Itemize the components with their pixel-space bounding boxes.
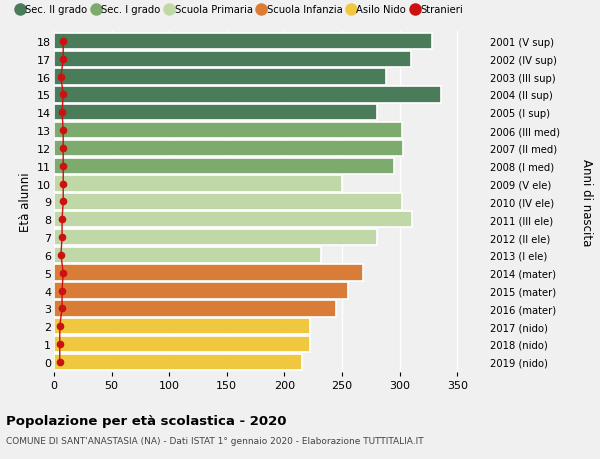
- Bar: [54, 318, 310, 335]
- Y-axis label: Età alunni: Età alunni: [19, 172, 32, 232]
- Bar: [54, 140, 403, 157]
- Bar: [54, 176, 342, 192]
- Y-axis label: Anni di nascita: Anni di nascita: [580, 158, 593, 246]
- Bar: [54, 301, 336, 317]
- Bar: [54, 34, 432, 50]
- Bar: [54, 194, 402, 210]
- Bar: [54, 247, 321, 263]
- Legend: Sec. II grado, Sec. I grado, Scuola Primaria, Scuola Infanzia, Asilo Nido, Stran: Sec. II grado, Sec. I grado, Scuola Prim…: [17, 5, 463, 15]
- Bar: [54, 105, 377, 121]
- Bar: [54, 158, 394, 174]
- Bar: [54, 265, 363, 281]
- Bar: [54, 87, 441, 103]
- Bar: [54, 51, 411, 68]
- Bar: [54, 354, 302, 370]
- Bar: [54, 212, 412, 228]
- Bar: [54, 69, 386, 86]
- Bar: [54, 283, 348, 299]
- Text: COMUNE DI SANT'ANASTASIA (NA) - Dati ISTAT 1° gennaio 2020 - Elaborazione TUTTIT: COMUNE DI SANT'ANASTASIA (NA) - Dati IST…: [6, 436, 424, 445]
- Bar: [54, 336, 310, 353]
- Text: Popolazione per età scolastica - 2020: Popolazione per età scolastica - 2020: [6, 414, 287, 427]
- Bar: [54, 123, 402, 139]
- Bar: [54, 230, 377, 246]
